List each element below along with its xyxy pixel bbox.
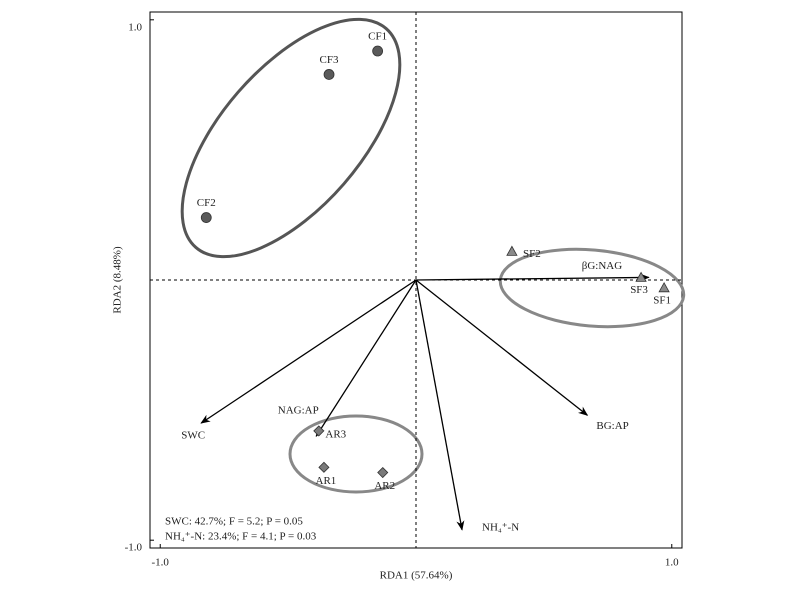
point-label: SF2 xyxy=(523,248,541,260)
x-axis-label: RDA1 (57.64%) xyxy=(380,570,453,582)
vector-label: NH₄⁺-N xyxy=(482,521,519,533)
point-label: CF1 xyxy=(368,31,387,43)
group-ellipse xyxy=(288,414,424,494)
point xyxy=(372,45,384,57)
point xyxy=(377,466,389,479)
point-label: CF3 xyxy=(320,54,339,66)
group-ellipse xyxy=(180,17,402,259)
point-label: SF3 xyxy=(630,284,648,296)
vector-arrow xyxy=(415,279,589,416)
point-label: AR3 xyxy=(325,428,346,440)
x-tick-label: 1.0 xyxy=(665,557,679,569)
y-tick-label: -1.0 xyxy=(125,542,143,554)
point-label: CF2 xyxy=(197,197,216,209)
point xyxy=(635,271,647,282)
point-label: AR2 xyxy=(374,480,395,492)
point xyxy=(506,245,518,256)
y-axis-label: RDA2 (8.48%) xyxy=(112,246,124,314)
point xyxy=(318,461,330,473)
point xyxy=(658,281,670,293)
point xyxy=(313,425,325,437)
vector-label: SWC xyxy=(181,430,205,442)
y-tick-label: 1.0 xyxy=(128,21,142,33)
point xyxy=(323,69,335,80)
annotation: NH₄⁺-N: 23.4%; F = 4.1; P = 0.03 xyxy=(165,531,317,543)
vector-arrow xyxy=(415,273,650,282)
x-tick-label: -1.0 xyxy=(152,557,170,569)
vector-label: NAG:AP xyxy=(278,405,319,417)
point-label: AR1 xyxy=(316,475,337,487)
vector-arrow xyxy=(200,279,417,424)
point-label: SF1 xyxy=(653,294,671,306)
vector-arrow xyxy=(315,279,417,437)
vector-arrow xyxy=(415,279,465,531)
point xyxy=(200,212,212,223)
vector-label: βG:NAG xyxy=(582,260,622,272)
annotation: SWC: 42.7%; F = 5.2; P = 0.05 xyxy=(165,516,303,528)
vector-label: BG:AP xyxy=(596,420,628,432)
